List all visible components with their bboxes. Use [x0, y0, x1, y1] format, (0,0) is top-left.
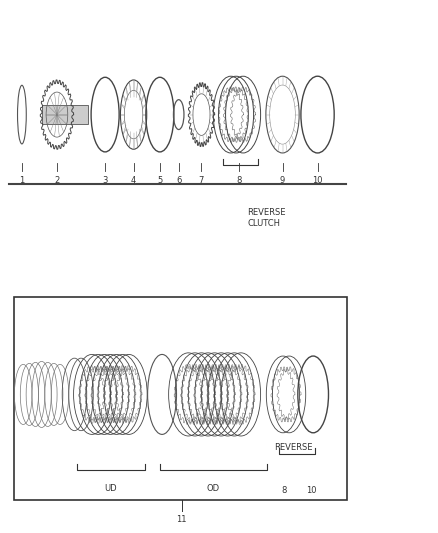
Bar — [14, 297, 347, 500]
Text: 6: 6 — [176, 176, 181, 185]
Text: 5: 5 — [157, 176, 162, 185]
Text: REVERSE: REVERSE — [274, 443, 313, 453]
Text: 8: 8 — [281, 486, 286, 495]
Text: 3: 3 — [102, 176, 108, 185]
Text: 7: 7 — [199, 176, 204, 185]
Text: 8: 8 — [236, 176, 241, 185]
Text: 2: 2 — [54, 176, 60, 185]
Text: 11: 11 — [177, 515, 187, 524]
Text: 10: 10 — [312, 176, 323, 185]
FancyBboxPatch shape — [42, 105, 88, 124]
Text: 10: 10 — [306, 486, 316, 495]
Text: UD: UD — [104, 484, 117, 493]
Text: 1: 1 — [19, 176, 25, 185]
Text: 4: 4 — [131, 176, 136, 185]
Text: REVERSE
CLUTCH: REVERSE CLUTCH — [247, 208, 286, 228]
Text: OD: OD — [207, 484, 220, 493]
Text: 9: 9 — [280, 176, 285, 185]
